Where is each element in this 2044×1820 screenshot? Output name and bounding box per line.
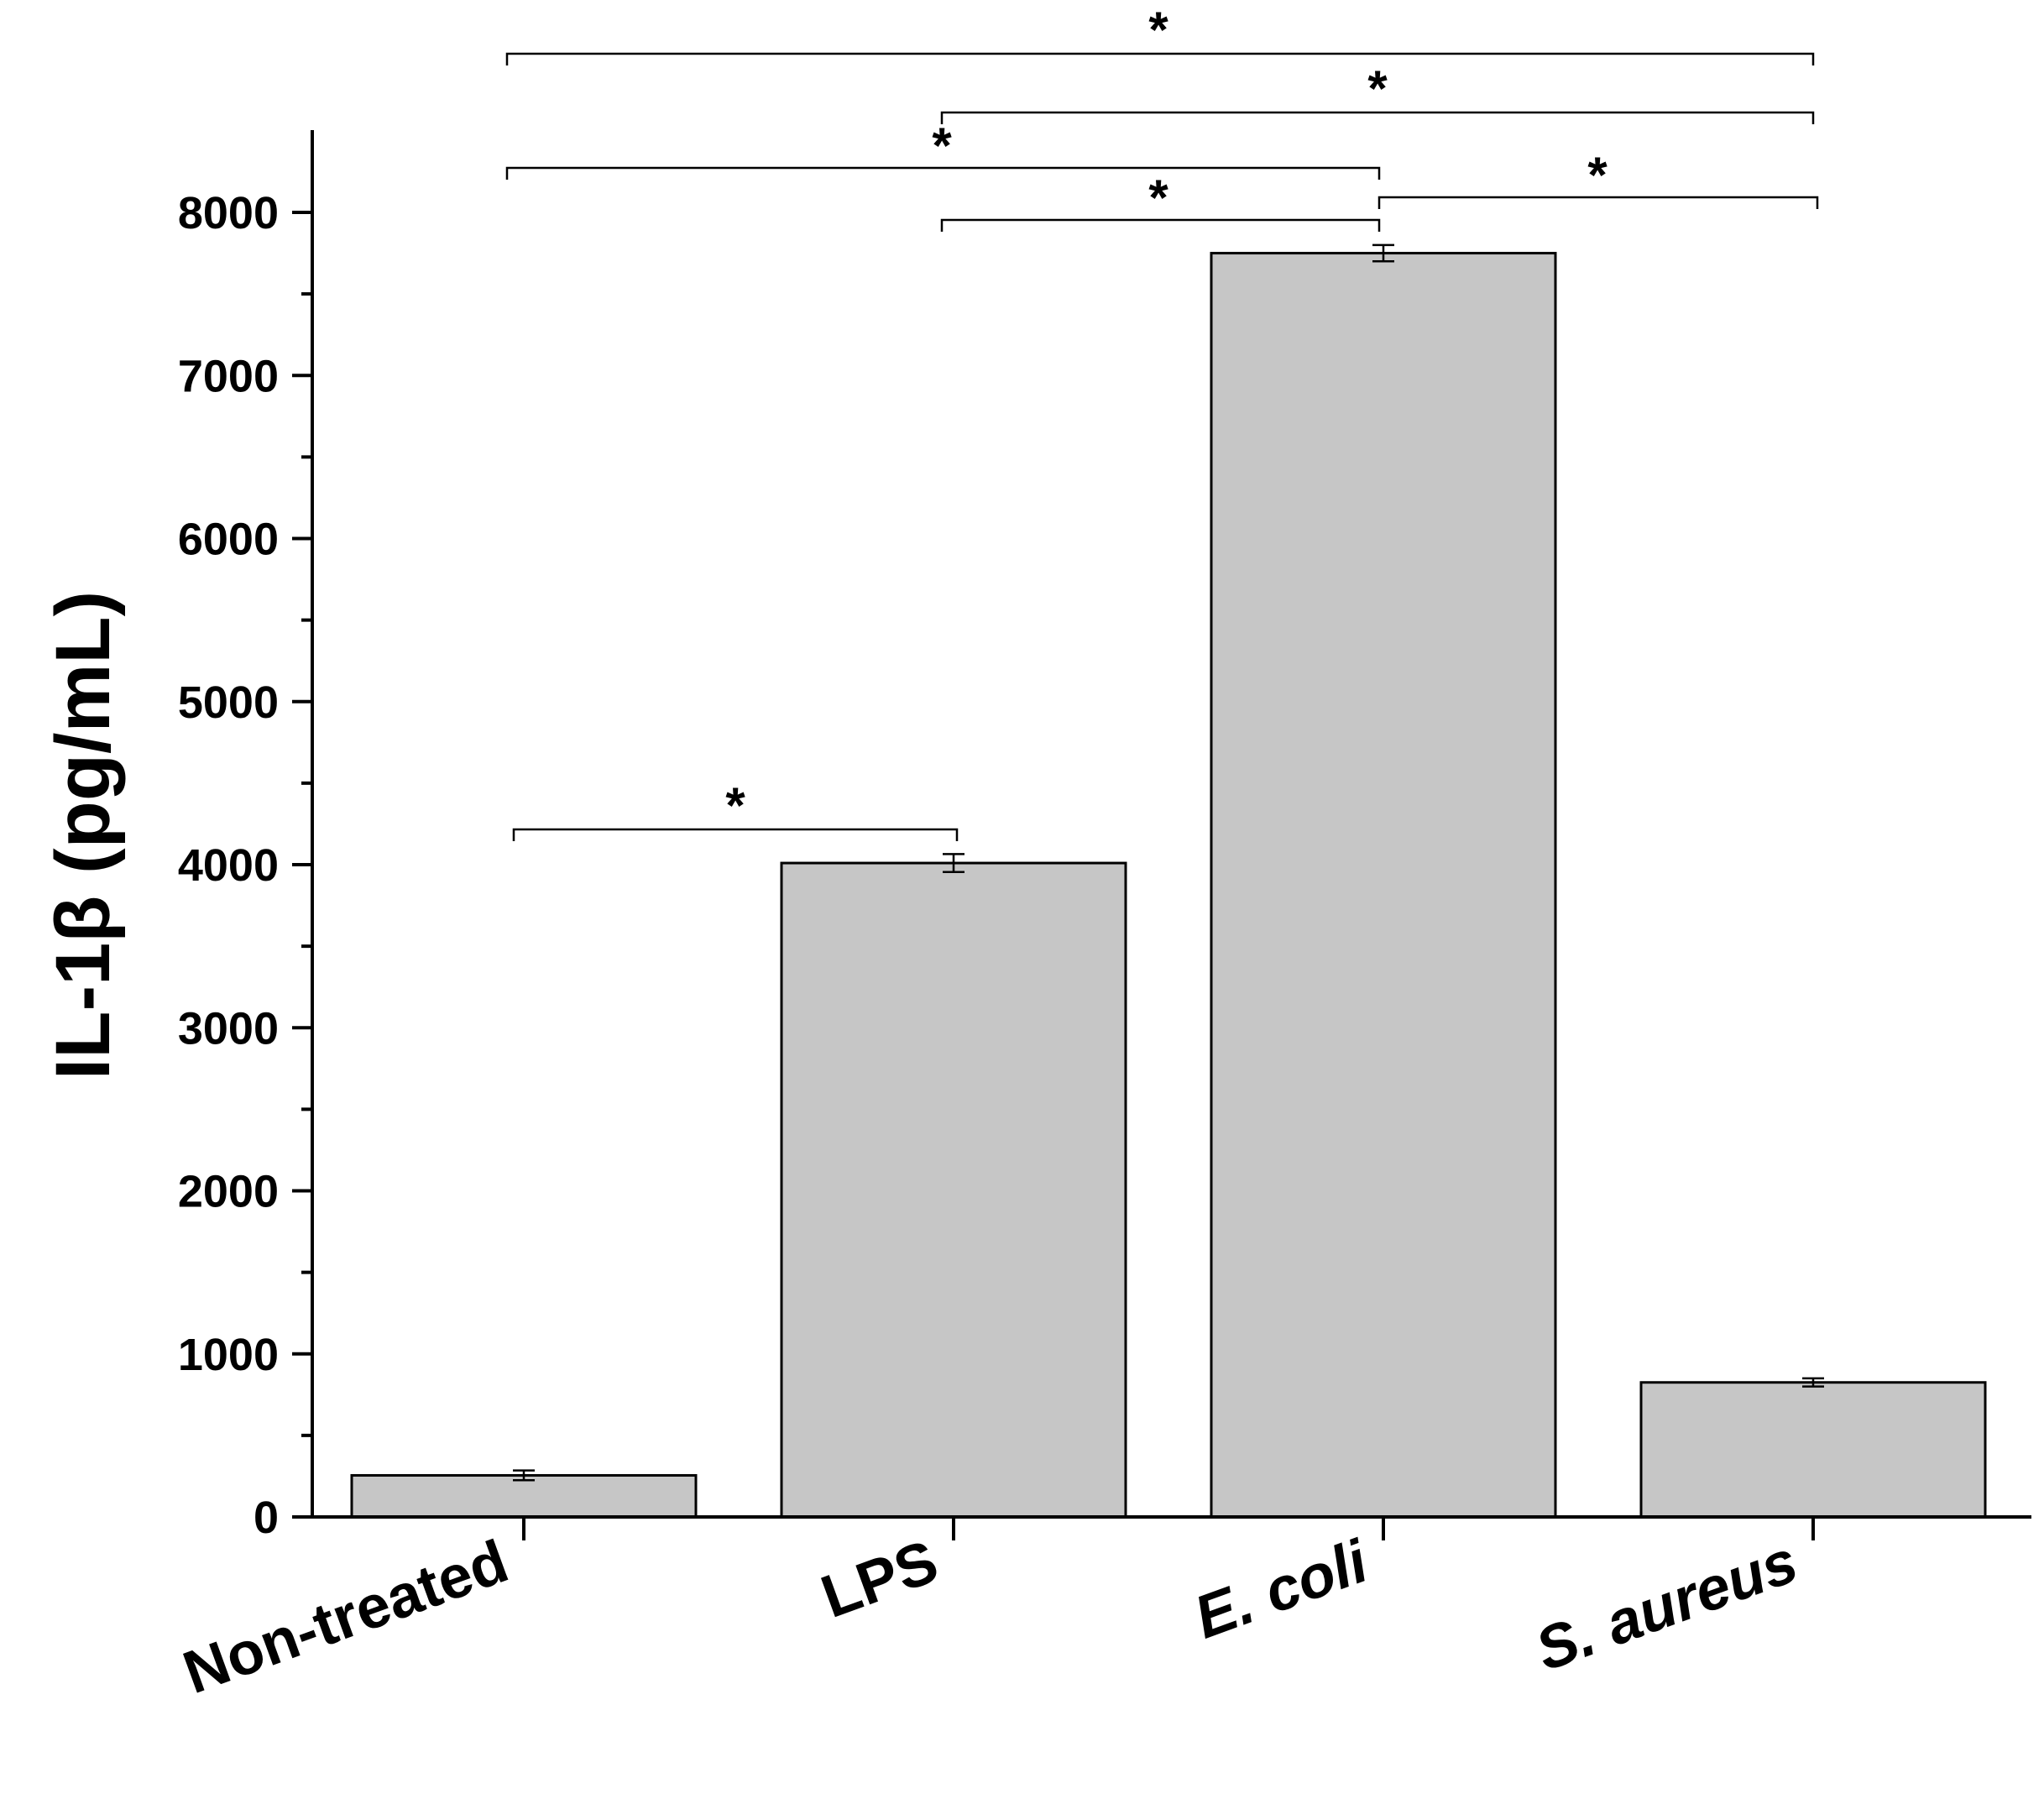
y-tick-label: 8000: [178, 188, 279, 238]
significance-bracket-1: [940, 218, 1381, 232]
significance-bracket-2: [1377, 196, 1819, 209]
significance-star: *: [1367, 60, 1388, 117]
x-category-label: S. aureus: [1528, 1528, 1806, 1684]
significance-star: *: [1587, 147, 1607, 203]
bar-2: [1210, 252, 1557, 1519]
y-tick-label: 3000: [178, 1003, 279, 1054]
y-tick-label: 1000: [178, 1330, 279, 1380]
bar-3: [1639, 1381, 1987, 1519]
y-tick-label: 0: [254, 1493, 279, 1543]
significance-star: *: [932, 118, 952, 174]
x-category-label: Non-treated: [175, 1528, 516, 1707]
y-tick-label: 7000: [178, 351, 279, 401]
significance-star: *: [1148, 2, 1168, 58]
significance-bracket-3: [505, 166, 1381, 180]
significance-bracket-0: [512, 828, 959, 841]
significance-star: *: [1148, 170, 1168, 226]
y-tick-label: 6000: [178, 515, 279, 565]
y-tick-label: 2000: [178, 1167, 279, 1217]
y-axis-title: IL-1β (pg/mL): [40, 591, 126, 1080]
x-category-label: LPS: [813, 1528, 947, 1631]
x-category-label: E. coli: [1186, 1527, 1378, 1651]
y-tick-label: 4000: [178, 840, 279, 891]
axes: [311, 130, 2031, 1519]
y-ticks: 0 1000 2000 3000 4000 5000 6000 7000 8000: [178, 188, 312, 1543]
bars: [350, 243, 1987, 1519]
significance-bracket-5: [505, 52, 1815, 65]
significance-brackets: * * * * * *: [505, 2, 1819, 841]
significance-star: *: [725, 777, 745, 834]
bar-1: [780, 861, 1127, 1519]
x-categories: Non-treated LPS E. coli S. aureus: [175, 1517, 1815, 1707]
y-tick-label: 5000: [178, 677, 279, 728]
significance-bracket-4: [940, 111, 1815, 124]
bar-0: [350, 1473, 698, 1519]
